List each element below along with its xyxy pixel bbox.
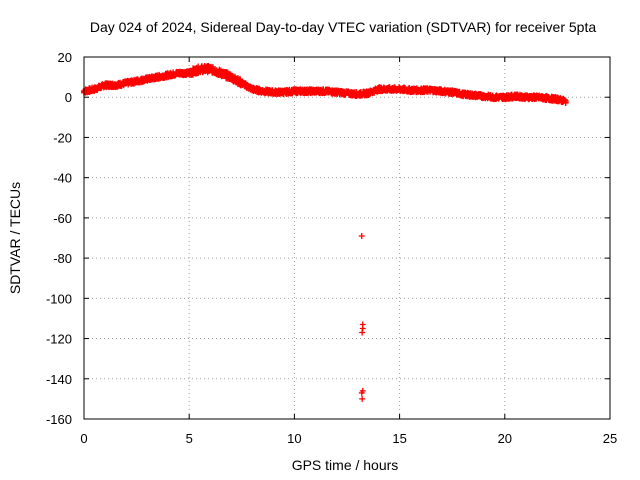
y-tick-label: -80 — [53, 251, 72, 266]
x-tick-label: 10 — [287, 431, 301, 446]
y-tick-label: -40 — [53, 171, 72, 186]
outlier-point — [359, 329, 366, 336]
x-axis-label: GPS time / hours — [292, 457, 399, 473]
x-tick-label: 15 — [392, 431, 406, 446]
data-point — [209, 63, 216, 70]
outlier-point — [358, 389, 365, 396]
outlier-point — [359, 395, 366, 402]
x-tick-label: 5 — [186, 431, 193, 446]
y-tick-label: -160 — [46, 412, 72, 427]
grid — [84, 57, 610, 419]
y-axis-label: SDTVAR / TECUs — [7, 182, 23, 294]
data-series — [81, 62, 569, 402]
x-tick-label: 20 — [498, 431, 512, 446]
y-tick-label: -60 — [53, 211, 72, 226]
y-tick-label: 0 — [65, 90, 72, 105]
data-point — [562, 99, 569, 106]
plot-frame — [83, 56, 611, 420]
y-tick-label: -20 — [53, 130, 72, 145]
y-tick-label: -140 — [46, 372, 72, 387]
x-tick-label: 25 — [603, 431, 617, 446]
axis-ticks: 0 5 10 15 20 25 20 0 -20 -40 -60 -80 -100 -120 -140 -16… — [46, 50, 617, 446]
y-tick-label: -100 — [46, 291, 72, 306]
y-tick-label: 20 — [58, 50, 72, 65]
x-tick-label: 0 — [80, 431, 87, 446]
chart-title: Day 024 of 2024, Sidereal Day-to-day VTE… — [90, 19, 597, 35]
outlier-point — [358, 232, 365, 239]
y-tick-label: -120 — [46, 332, 72, 347]
